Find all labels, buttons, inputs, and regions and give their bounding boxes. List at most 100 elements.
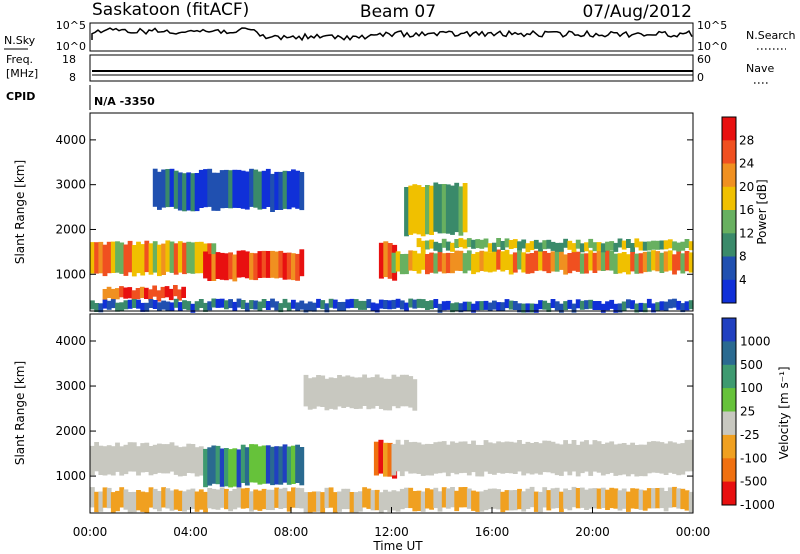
nave-tick-bottom: 0: [697, 71, 704, 84]
heatmap-cell: [504, 249, 510, 270]
x-tick-label: 00:00: [676, 525, 711, 539]
heatmap-cell: [634, 445, 640, 477]
heatmap-cell: [228, 449, 233, 488]
heatmap-cell: [445, 444, 451, 477]
heatmap-cell: [483, 238, 489, 248]
heatmap-cell: [387, 442, 393, 477]
heatmap-cell: [115, 302, 120, 312]
heatmap-cell: [173, 489, 179, 510]
heatmap-cell: [533, 442, 539, 474]
heatmap-cell: [161, 243, 166, 275]
heatmap-cell: [588, 488, 594, 509]
power-colorbar-label: Power [dB]: [755, 179, 769, 244]
heatmap-cell: [332, 492, 338, 513]
heatmap-cell: [399, 300, 405, 310]
heatmap-cell: [688, 241, 694, 251]
heatmap-cell: [190, 488, 196, 509]
heatmap-cell: [345, 488, 351, 510]
heatmap-cell: [135, 288, 141, 300]
x-tick-label: 04:00: [173, 525, 208, 539]
heatmap-cell: [550, 488, 556, 509]
heatmap-cell: [165, 169, 171, 208]
colorbar-tick-label: -100: [740, 451, 767, 465]
heatmap-cell: [525, 488, 531, 509]
heatmap-cell: [186, 172, 192, 211]
heatmap-cell: [228, 299, 233, 309]
heatmap-cell: [240, 444, 246, 483]
heatmap-cell: [688, 491, 694, 513]
power-heatmap: [90, 168, 694, 313]
heatmap-cell: [115, 490, 120, 512]
x-tick-label: 00:00: [73, 525, 108, 539]
heatmap-cell: [98, 303, 104, 313]
heatmap-cell: [282, 170, 288, 209]
heatmap-cell: [265, 168, 271, 207]
heatmap-cell: [462, 301, 468, 311]
heatmap-cell: [316, 375, 321, 407]
heatmap-cell: [550, 441, 556, 474]
heatmap-cell: [546, 252, 552, 274]
colorbar-tick-label: 500: [740, 358, 763, 372]
heatmap-cell: [215, 172, 221, 211]
heatmap-cell: [261, 299, 267, 308]
heatmap-cell: [492, 300, 497, 310]
colorbar-swatch: [722, 364, 736, 389]
heatmap-cell: [219, 170, 225, 209]
heatmap-cell: [642, 303, 648, 313]
heatmap-cell: [110, 299, 116, 309]
heatmap-cell: [504, 238, 510, 248]
heatmap-cell: [307, 301, 313, 311]
heatmap-cell: [240, 250, 246, 278]
heatmap-cell: [228, 252, 233, 280]
heatmap-cell: [404, 302, 409, 312]
heatmap-cell: [295, 253, 300, 281]
heatmap-cell: [362, 487, 367, 508]
heatmap-cell: [102, 446, 108, 476]
time-x-axis: 00:00 04:00 08:00 12:00 16:00 20:00 00:00: [73, 507, 711, 539]
colorbar-swatch: [722, 318, 736, 342]
heatmap-cell: [353, 299, 359, 309]
heatmap-cell: [404, 487, 409, 508]
heatmap-cell: [278, 488, 284, 509]
heatmap-cell: [471, 239, 476, 249]
heatmap-cell: [437, 441, 443, 474]
heatmap-cell: [144, 240, 150, 273]
x-tick-label: 12:00: [374, 525, 409, 539]
heatmap-cell: [563, 440, 568, 472]
colorbar-tick-label: 4: [739, 273, 747, 287]
heatmap-cell: [299, 172, 305, 211]
heatmap-cell: [433, 299, 439, 308]
heatmap-cell: [198, 446, 204, 476]
heatmap-cell: [458, 487, 464, 508]
heatmap-cell: [358, 491, 363, 512]
heatmap-cell: [676, 250, 682, 271]
heatmap-cell: [341, 376, 347, 408]
heatmap-cell: [596, 441, 602, 473]
heatmap-cell: [630, 243, 635, 252]
heatmap-cell: [404, 187, 409, 237]
heatmap-cell: [408, 250, 414, 271]
heatmap-cell: [194, 173, 200, 212]
heatmap-cell: [559, 444, 564, 476]
heatmap-cell: [261, 170, 267, 209]
heatmap-cell: [257, 446, 263, 485]
heatmap-cell: [429, 239, 434, 249]
heatmap-cell: [600, 487, 606, 508]
heatmap-cell: [144, 442, 150, 472]
heatmap-cell: [550, 299, 556, 308]
heatmap-cell: [454, 250, 460, 271]
heatmap-cell: [454, 490, 460, 512]
heatmap-cell: [684, 251, 690, 272]
heatmap-cell: [529, 443, 535, 475]
heatmap-cell: [123, 444, 129, 475]
heatmap-cell: [362, 300, 367, 310]
colorbar-swatch: [722, 186, 736, 211]
colorbar-swatch: [722, 388, 736, 412]
heatmap-cell: [512, 239, 518, 249]
heatmap-cell: [466, 443, 472, 476]
colorbar-tick-label: 12: [739, 226, 754, 240]
y-tick-label: 1000: [55, 267, 86, 281]
heatmap-cell: [198, 299, 204, 308]
heatmap-cell: [148, 243, 154, 275]
heatmap-cell: [399, 444, 405, 477]
